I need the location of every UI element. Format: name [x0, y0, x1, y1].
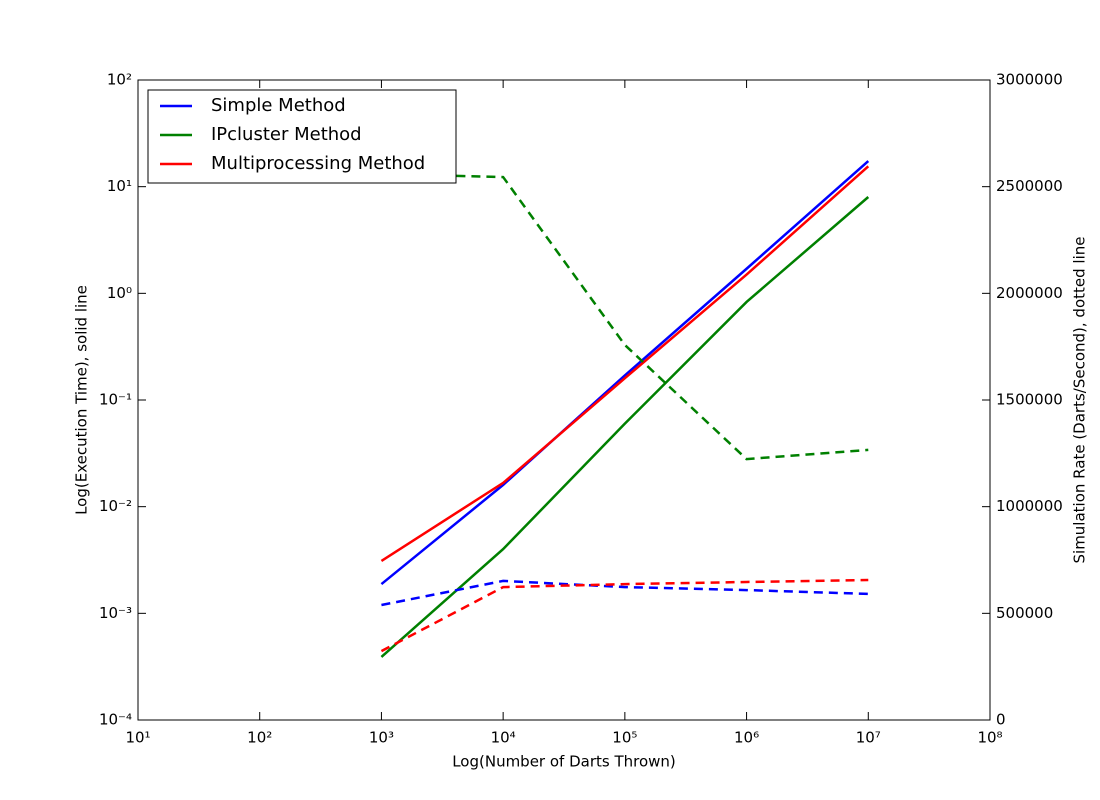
- x-tick-label: 10⁵: [612, 729, 637, 747]
- rate-line: [380, 578, 869, 653]
- legend-box: [147, 89, 457, 184]
- x-tick-label: 10²: [247, 729, 272, 747]
- x-tick-label: 10⁴: [491, 729, 516, 747]
- plot-frame: [137, 79, 991, 721]
- x-tick-label: 10¹: [125, 729, 150, 747]
- y2-tick-label: 2500000: [996, 177, 1063, 195]
- x-axis-label: Log(Number of Darts Thrown): [452, 753, 676, 771]
- y-tick-label: 10⁻¹: [99, 391, 132, 409]
- y-tick-label: 10²: [107, 71, 132, 89]
- x-tick-label: 10⁸: [977, 729, 1002, 747]
- y2-tick-label: 1000000: [996, 497, 1063, 515]
- legend-label: IPcluster Method: [211, 124, 362, 145]
- y2-tick-label: 500000: [996, 604, 1053, 622]
- x-tick-label: 10³: [369, 729, 394, 747]
- time-line: [380, 160, 870, 586]
- y2-axis-label: Simulation Rate (Darts/Second), dotted l…: [1071, 237, 1089, 564]
- rate-line: [381, 579, 869, 607]
- legend-label: Multiprocessing Method: [211, 153, 425, 174]
- y2-tick-label: 2000000: [996, 284, 1063, 302]
- x-tick-label: 10⁷: [856, 729, 881, 747]
- y-tick-label: 10⁻²: [99, 497, 132, 515]
- time-line: [380, 165, 870, 562]
- y2-tick-label: 0: [996, 711, 1006, 729]
- time-line: [380, 196, 870, 658]
- y-tick-label: 10⁻⁴: [99, 711, 132, 729]
- y-tick-label: 10⁰: [107, 284, 132, 302]
- y-axis-label: Log(Execution Time), solid line: [73, 285, 91, 515]
- y-tick-label: 10¹: [107, 177, 132, 195]
- legend-label: Simple Method: [211, 95, 346, 116]
- y2-tick-label: 3000000: [996, 71, 1063, 89]
- x-tick-label: 10⁶: [734, 729, 759, 747]
- rate-line: [381, 172, 869, 461]
- y2-tick-label: 1500000: [996, 391, 1063, 409]
- y-tick-label: 10⁻³: [99, 604, 132, 622]
